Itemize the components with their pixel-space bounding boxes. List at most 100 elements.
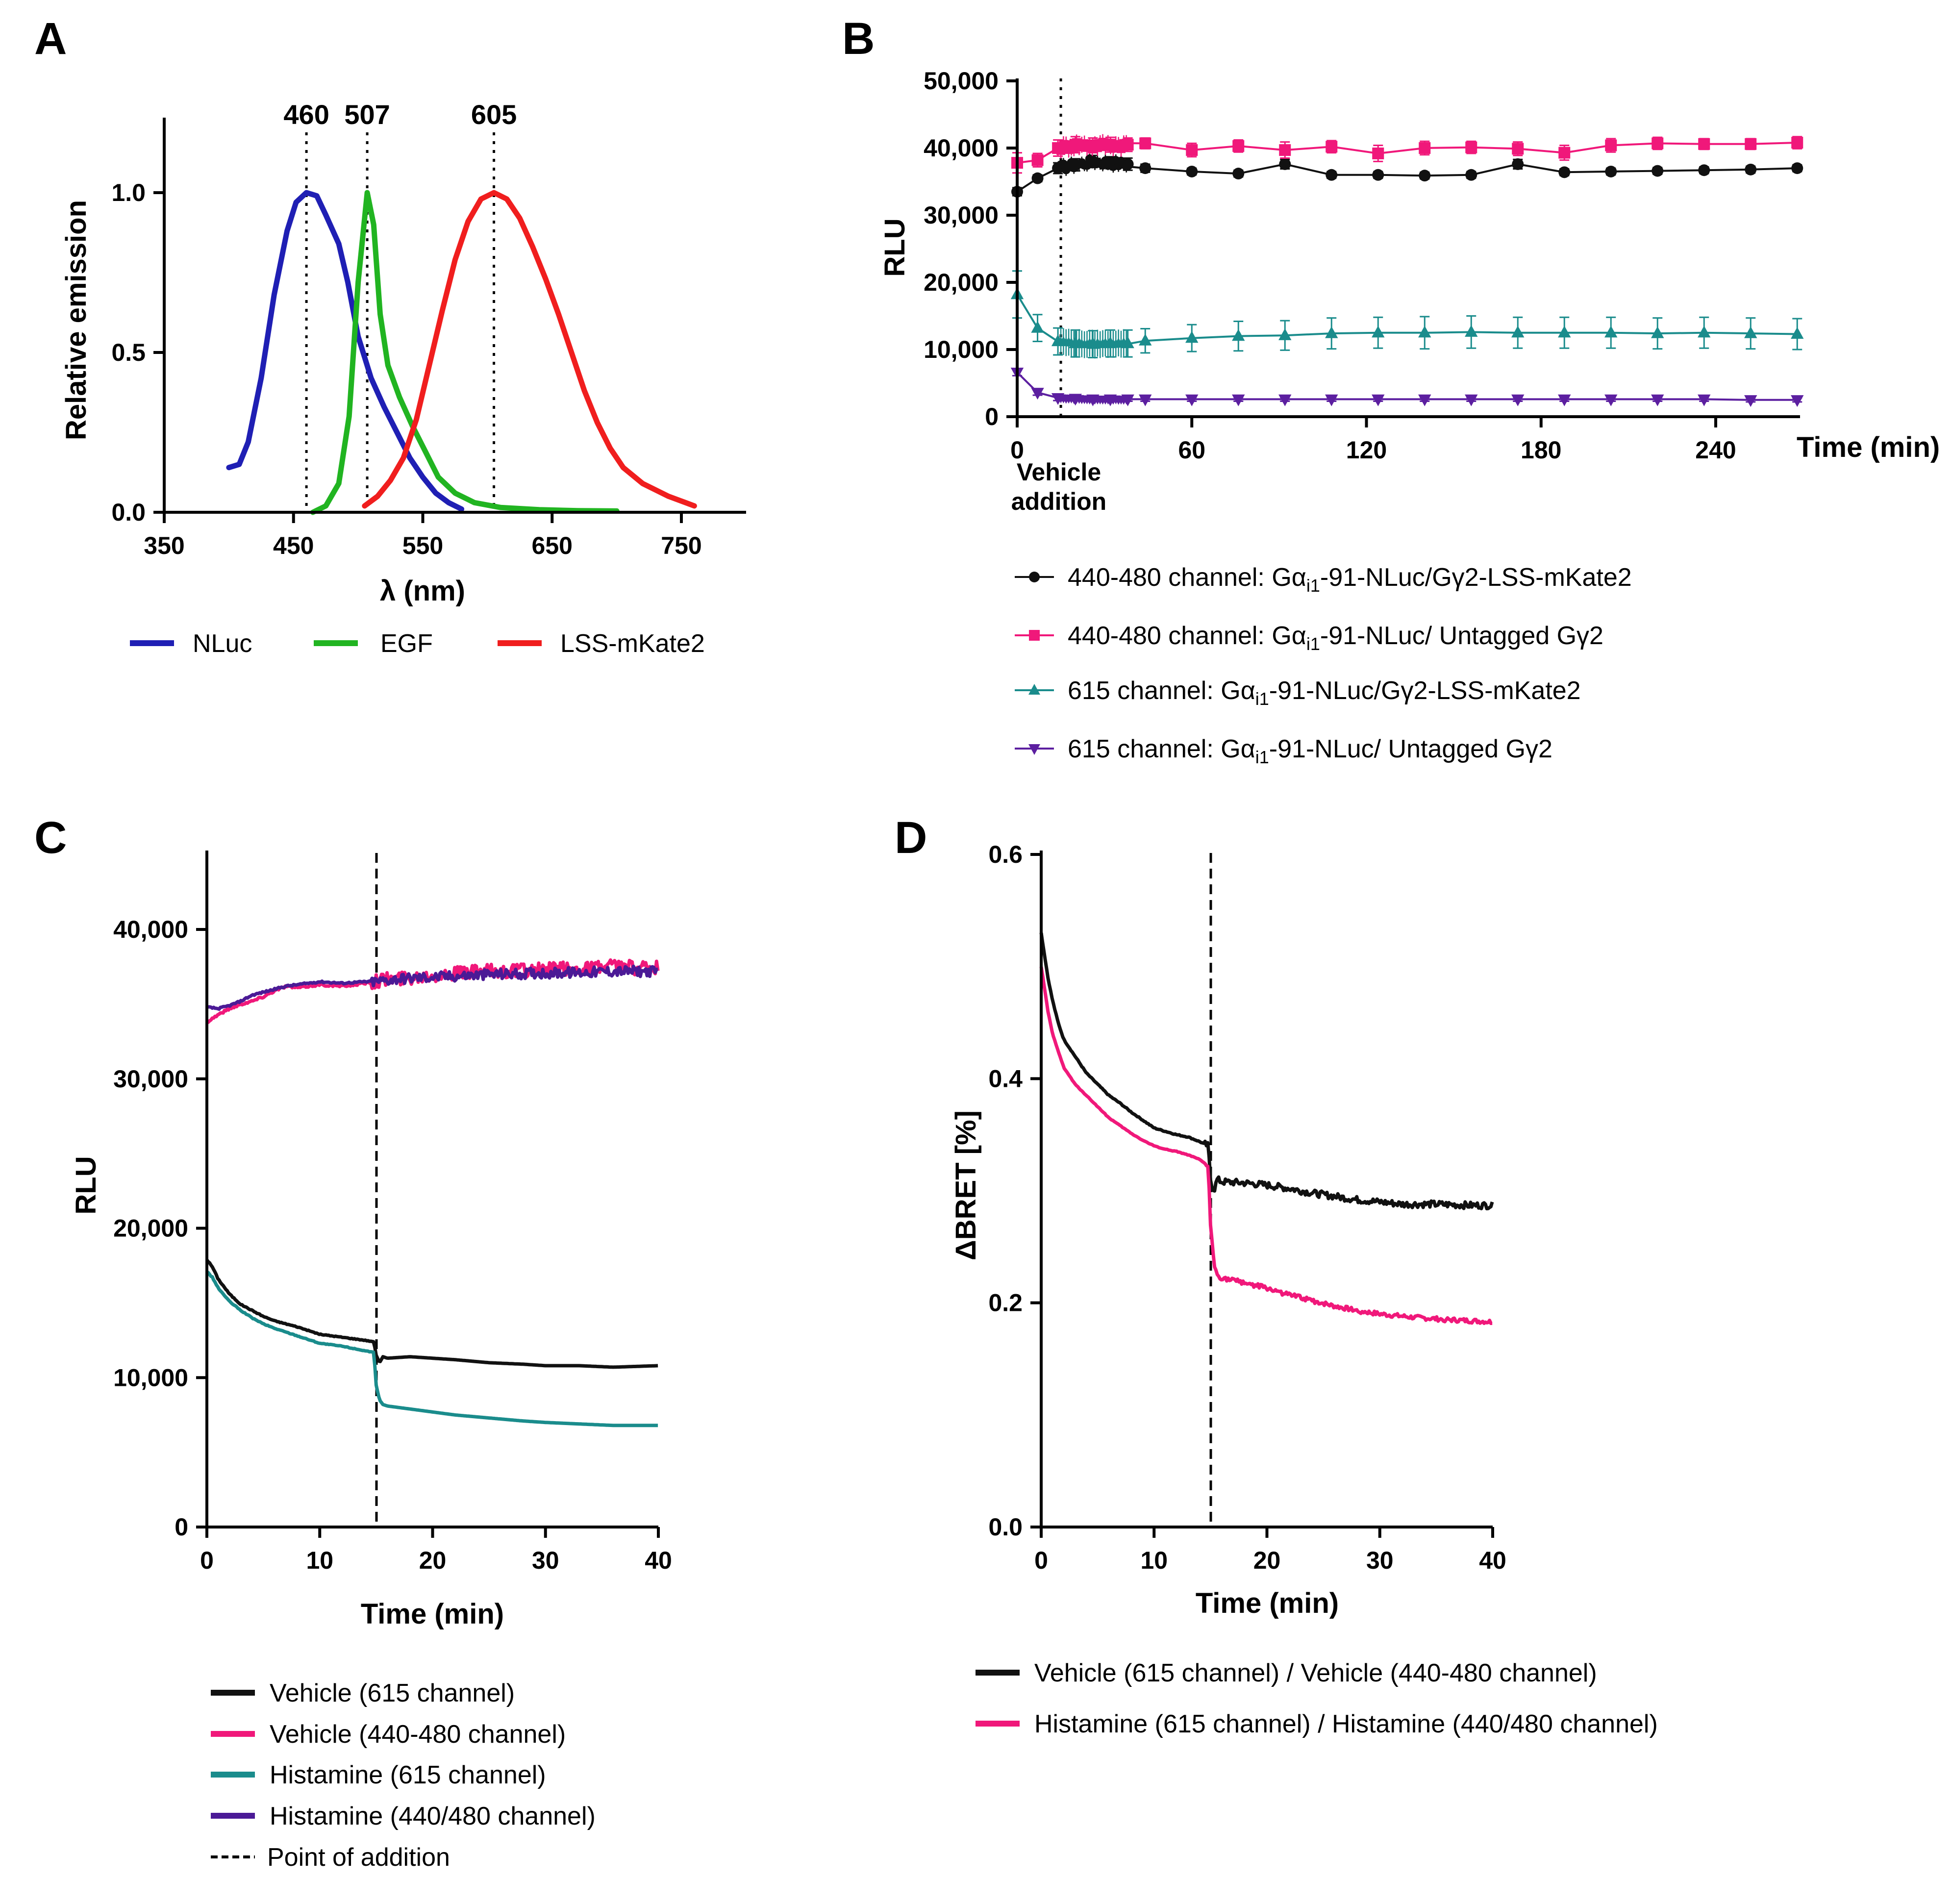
legend-label-lss-mkate2: LSS-mKate2 (560, 629, 705, 658)
panel-b-y-tick-label: 50,000 (924, 67, 999, 95)
panel-b-x-ticks: 0 60 120 180 240 (1010, 417, 1736, 464)
data-point (1791, 327, 1804, 339)
data-point (1605, 165, 1617, 177)
data-point (1418, 394, 1431, 406)
data-point (1278, 394, 1292, 406)
panel-b-x-tick-label: 60 (1178, 436, 1205, 464)
legend-marker (1029, 630, 1040, 641)
data-point (1418, 326, 1431, 338)
data-point (1698, 164, 1710, 176)
panel-d-x-tick-label: 0 (1034, 1547, 1048, 1574)
legend-marker (1028, 684, 1040, 695)
panel-b-y-tick-label: 20,000 (924, 269, 999, 296)
panel-c-x-tick-label: 40 (645, 1547, 672, 1574)
legend-label-histamine-ratio: Histamine (615 channel) / Histamine (440… (1034, 1710, 1658, 1738)
panel-d-legend: Vehicle (615 channel) / Vehicle (440-480… (976, 1659, 1658, 1738)
series-line-lss-mkate2 (362, 190, 697, 509)
data-point (1279, 158, 1291, 170)
panel-d-y-tick-label: 0.6 (988, 841, 1023, 868)
panel-c-y-tick-label: 10,000 (113, 1364, 188, 1391)
data-point (1791, 395, 1804, 407)
panel-d-y-tick-label: 0.2 (988, 1289, 1023, 1317)
panel-b-y-tick-label: 10,000 (924, 336, 999, 363)
series-line-2 (206, 1270, 658, 1428)
panel-d-series (1039, 932, 1494, 1325)
panel-b-x-tick-label: 180 (1521, 436, 1561, 464)
panel-d-y-label: ΔBRET [%] (950, 1110, 982, 1260)
panel-c-y-tick-label: 30,000 (113, 1065, 188, 1093)
panel-a-x-tick-label: 650 (532, 532, 573, 559)
panel-d-x-tick-label: 30 (1366, 1547, 1394, 1574)
panel-c-x-tick-label: 30 (532, 1547, 559, 1574)
data-point (1031, 154, 1044, 166)
panel-c-x-ticks: 0 10 20 30 40 (200, 1527, 672, 1574)
data-point (1512, 158, 1524, 170)
panel-b-label: B (842, 14, 875, 64)
data-point (1279, 144, 1291, 156)
panel-c-y-tick-label: 20,000 (113, 1215, 188, 1242)
data-point (1511, 394, 1525, 406)
panel-b-y-ticks: 0 10,000 20,000 30,000 40,000 50,000 (924, 67, 1017, 430)
data-point (1372, 326, 1385, 338)
panel-c-label: C (34, 813, 67, 863)
series-line-0 (1039, 932, 1494, 1210)
panel-c-y-label: RLU (70, 1156, 102, 1214)
legend-label-0: 440-480 channel: Gαi1-91-NLuc/Gγ2-LSS-mK… (1068, 563, 1632, 596)
data-point (1744, 326, 1757, 338)
series-line-egf (310, 190, 620, 515)
panel-d-label: D (895, 813, 927, 863)
data-point (1325, 326, 1338, 338)
panel-a-x-ticks: 350 450 550 650 750 (144, 512, 702, 559)
data-point (1791, 137, 1803, 149)
panel-b-series (1010, 134, 1804, 407)
panel-c-x-tick-label: 0 (200, 1547, 214, 1574)
data-point (1031, 388, 1044, 400)
panel-b-x-tick-label: 0 (1010, 436, 1024, 464)
panel-d-x-tick-label: 20 (1253, 1547, 1281, 1574)
panel-a: A 460 507 605 350 450 550 650 750 0.0 0.5 1.0 λ … (34, 14, 746, 658)
data-point (1122, 162, 1131, 171)
data-point (1652, 165, 1664, 177)
legend-label-nluc: NLuc (193, 629, 252, 658)
series-line-3 (206, 964, 658, 1011)
panel-d-x-tick-label: 10 (1140, 1547, 1168, 1574)
panel-c-y-tick-label: 0 (175, 1513, 188, 1541)
data-point (1232, 394, 1245, 406)
data-point (1139, 137, 1151, 150)
data-point (1744, 395, 1757, 407)
panel-a-series (226, 190, 697, 515)
series-line-0 (205, 1259, 658, 1369)
panel-c-x-label: Time (min) (361, 1598, 504, 1630)
data-point (1605, 139, 1617, 151)
panel-b-series-2 (1010, 270, 1804, 359)
panel-b-legend: 440-480 channel: Gαi1-91-NLuc/Gγ2-LSS-mK… (1015, 563, 1632, 767)
peak-marker-label-605: 605 (471, 99, 517, 130)
data-point (1511, 326, 1525, 338)
panel-a-y-tick-label: 0.0 (111, 499, 146, 526)
panel-c: C 0 10 20 30 40 0 10,000 20,000 30,000 40,000 Ti… (34, 813, 672, 1872)
panel-c-y-ticks: 0 10,000 20,000 30,000 40,000 (113, 916, 207, 1541)
panel-a-x-tick-label: 550 (402, 532, 443, 559)
panel-b-series-3 (1010, 367, 1804, 407)
panel-d-y-tick-label: 0.0 (988, 1513, 1023, 1541)
data-point (1185, 331, 1199, 343)
panel-a-label: A (34, 14, 67, 64)
data-point (1031, 321, 1044, 333)
panel-a-y-tick-label: 0.5 (111, 339, 146, 366)
data-point (1604, 394, 1618, 406)
panel-b-x-tick-label: 240 (1695, 436, 1736, 464)
panel-c-legend: Vehicle (615 channel) Vehicle (440-480 c… (211, 1679, 596, 1872)
panel-b-annotation-line1: Vehicle (1017, 458, 1101, 486)
data-point (1558, 166, 1571, 178)
panel-b-y-label: RLU (879, 218, 911, 276)
data-point (1698, 138, 1710, 150)
data-point (1122, 139, 1131, 148)
panel-d-y-ticks: 0.0 0.2 0.4 0.6 (988, 841, 1041, 1541)
panel-c-x-tick-label: 10 (306, 1547, 333, 1574)
data-point (1652, 137, 1664, 150)
legend-label-3: 615 channel: Gαi1-91-NLuc/ Untagged Gγ2 (1068, 735, 1552, 767)
legend-label-egf: EGF (380, 629, 433, 658)
data-point (1139, 394, 1152, 406)
